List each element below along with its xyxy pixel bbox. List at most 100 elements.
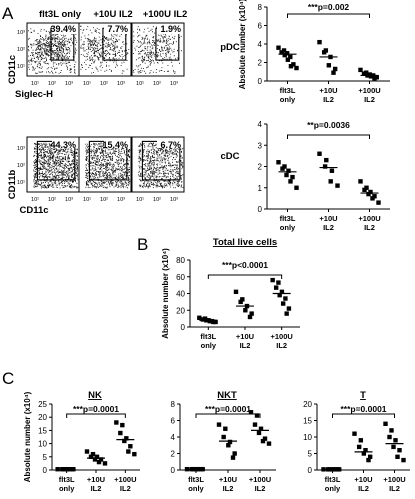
y-tick-label: 2 — [258, 163, 263, 172]
data-point — [331, 70, 336, 75]
data-point — [374, 75, 379, 80]
chart-title: cDC — [220, 151, 239, 162]
gate-percent: 6.7% — [160, 140, 181, 150]
y-tick-label: 3 — [258, 141, 263, 150]
data-point — [290, 174, 295, 180]
data-point — [84, 449, 90, 454]
data-point — [284, 311, 289, 316]
panel-letter-b: B — [137, 235, 148, 254]
x-tick-label: flt3L — [280, 214, 296, 223]
y-tick-label: 4 — [258, 120, 263, 129]
x-tick-label: +100U — [271, 332, 293, 341]
data-point — [120, 422, 125, 428]
data-point — [324, 157, 329, 163]
y-tick-label: 0 — [171, 466, 176, 475]
facs-plot: 6.7% 10¹ 10² 10³ — [131, 136, 185, 203]
x-tick-label: IL2 — [389, 484, 400, 493]
data-point — [227, 439, 233, 445]
data-point — [223, 426, 228, 431]
data-point — [395, 454, 400, 459]
y-tick-label: 25 — [38, 400, 47, 409]
gate-percent: 15.4% — [102, 140, 128, 150]
facs-plots: flt3L only +10U IL2 +100U IL2 39.4% 10¹ 10² 10… — [7, 9, 187, 216]
data-point — [329, 168, 335, 173]
data-point — [317, 39, 322, 45]
facs-events — [85, 142, 131, 189]
percent-bg — [104, 24, 130, 34]
gate-percent: 1.9% — [160, 24, 181, 34]
data-point — [280, 166, 285, 171]
y-tick-label: 15 — [303, 417, 312, 426]
x-tick-label: +10U — [219, 475, 237, 484]
data-point — [126, 449, 131, 454]
y-tick-label: 1 — [258, 184, 263, 193]
data-point — [358, 438, 364, 443]
x-tick-label: IL2 — [255, 484, 266, 493]
data-point — [276, 45, 281, 50]
x-tick-label: +10U — [87, 475, 105, 484]
data-point — [283, 296, 288, 301]
y-tick-label: 20 — [176, 306, 185, 315]
chart-pDC: 02468flt3Lonly+10UIL2+100UIL2***p=0.002p… — [220, 0, 390, 104]
scatter-charts: 02468flt3Lonly+10UIL2+100UIL2***p=0.002p… — [23, 0, 410, 493]
facs-events — [133, 26, 182, 74]
significance-bracket — [66, 413, 126, 418]
data-point — [281, 48, 287, 53]
data-point — [387, 434, 392, 440]
condition-label: +100U IL2 — [143, 9, 188, 20]
data-point — [376, 200, 381, 205]
facs-frame — [78, 22, 132, 77]
facs-frame — [131, 136, 185, 193]
data-point — [226, 443, 231, 448]
facs-events — [138, 142, 184, 189]
x-tick-label: flt3L — [280, 86, 296, 95]
data-point — [266, 441, 272, 446]
data-point — [364, 70, 369, 75]
data-point — [90, 451, 96, 457]
facs-x-tick: 10² — [48, 81, 56, 87]
data-point — [213, 319, 218, 325]
facs-frame — [78, 136, 132, 193]
data-point — [361, 451, 367, 456]
gate-percent: 44.3% — [50, 140, 76, 150]
facs-x-tick: 10¹ — [83, 81, 91, 87]
x-tick-label: IL2 — [276, 341, 287, 350]
data-point — [276, 280, 281, 285]
p-value-label: **p=0.0036 — [307, 120, 350, 130]
facs-x-tick: 10³ — [117, 81, 125, 87]
x-tick-label: flt3L — [200, 332, 216, 341]
x-tick-label: only — [188, 484, 204, 493]
significance-bracket — [332, 413, 395, 418]
x-tick-label: +100U — [358, 86, 380, 95]
y-tick-label: 0 — [258, 77, 263, 86]
data-point — [96, 459, 102, 465]
y-axis-label: Absolute number (x10⁴) — [238, 0, 247, 89]
y-tick-label: 4 — [171, 433, 176, 442]
condition-label: flt3L only — [39, 9, 82, 20]
facs-events — [33, 142, 79, 189]
y-tick-label: 0 — [181, 323, 186, 332]
facs-plot: 1.9% 10¹ 10² 10³ — [131, 22, 185, 87]
data-point — [118, 430, 123, 436]
x-tick-label: IL2 — [120, 484, 131, 493]
significance-bracket — [195, 413, 261, 418]
x-tick-label: +100U — [358, 214, 380, 223]
x-tick-label: IL2 — [323, 223, 334, 232]
y-axis-label: Absolute number (x10⁴) — [23, 391, 32, 482]
data-point — [288, 179, 293, 184]
data-point — [279, 50, 284, 55]
x-tick-label: IL2 — [358, 484, 369, 493]
percent-bg — [157, 24, 183, 34]
facs-y-tick: 10¹ — [17, 64, 25, 70]
chart-title: T — [360, 390, 366, 401]
data-point — [288, 64, 294, 69]
facs-x-tick: 10² — [48, 197, 56, 203]
data-point — [230, 455, 236, 460]
facs-y-tick: 10³ — [17, 146, 25, 152]
p-value-label: ***p<0.0001 — [222, 260, 268, 270]
facs-y-tick: 10² — [17, 163, 25, 169]
data-point — [401, 457, 406, 463]
data-point — [232, 451, 237, 456]
y-tick-label: 80 — [176, 256, 185, 265]
